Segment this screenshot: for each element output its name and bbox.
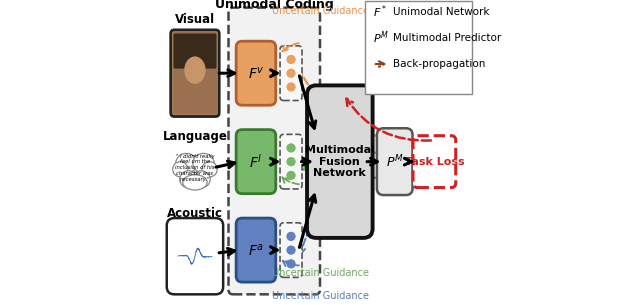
- Ellipse shape: [178, 156, 212, 186]
- Text: Accurate
Guidance: Accurate Guidance: [369, 52, 415, 73]
- Text: Multimodal Predictor: Multimodal Predictor: [392, 33, 501, 43]
- FancyBboxPatch shape: [236, 130, 276, 194]
- Ellipse shape: [176, 153, 197, 173]
- Circle shape: [286, 156, 296, 167]
- Text: Uncertain Guidance: Uncertain Guidance: [271, 6, 369, 16]
- Circle shape: [286, 54, 296, 65]
- Circle shape: [286, 68, 296, 78]
- Text: Language: Language: [163, 130, 227, 143]
- Ellipse shape: [193, 153, 214, 173]
- Circle shape: [286, 170, 296, 181]
- Text: Unimodal Network: Unimodal Network: [392, 7, 489, 17]
- Circle shape: [286, 259, 296, 269]
- FancyBboxPatch shape: [236, 41, 276, 105]
- Text: $F^a$: $F^a$: [248, 242, 264, 258]
- Text: Task Loss: Task Loss: [404, 157, 464, 167]
- Text: Acoustic: Acoustic: [167, 206, 223, 220]
- Circle shape: [286, 82, 296, 92]
- FancyBboxPatch shape: [280, 223, 302, 278]
- Text: Multimodal
Fusion
Network: Multimodal Fusion Network: [305, 145, 375, 178]
- Text: $P^M$: $P^M$: [386, 153, 404, 170]
- Ellipse shape: [180, 171, 198, 188]
- Ellipse shape: [192, 171, 210, 188]
- FancyBboxPatch shape: [365, 1, 472, 94]
- Text: Uncertain Guidance: Uncertain Guidance: [271, 268, 369, 278]
- FancyBboxPatch shape: [377, 128, 413, 195]
- FancyBboxPatch shape: [280, 135, 302, 189]
- FancyBboxPatch shape: [173, 34, 216, 69]
- Ellipse shape: [183, 175, 207, 190]
- FancyBboxPatch shape: [167, 218, 223, 294]
- Text: $F^*$: $F^*$: [372, 4, 387, 20]
- Circle shape: [286, 231, 296, 242]
- FancyBboxPatch shape: [228, 8, 320, 294]
- Ellipse shape: [202, 162, 217, 177]
- FancyBboxPatch shape: [236, 218, 276, 282]
- FancyBboxPatch shape: [280, 46, 302, 101]
- Text: Uncertain Guidance: Uncertain Guidance: [271, 292, 369, 301]
- Text: $F^v$: $F^v$: [248, 65, 264, 81]
- Text: $P^M$: $P^M$: [372, 30, 388, 46]
- Text: $F^l$: $F^l$: [249, 153, 263, 170]
- Ellipse shape: [173, 162, 188, 177]
- Text: Unimodal Coding: Unimodal Coding: [215, 0, 333, 11]
- Circle shape: [286, 245, 296, 255]
- FancyBboxPatch shape: [173, 32, 218, 115]
- FancyBboxPatch shape: [171, 30, 219, 117]
- FancyBboxPatch shape: [307, 85, 372, 238]
- Ellipse shape: [184, 56, 205, 84]
- Text: Visual: Visual: [175, 13, 215, 26]
- FancyBboxPatch shape: [413, 136, 456, 188]
- Text: " I didn't really
feel um the
inclusion of his
character was
necessary.": " I didn't really feel um the inclusion …: [175, 154, 214, 182]
- Circle shape: [286, 143, 296, 153]
- Text: Back-propagation: Back-propagation: [392, 59, 485, 69]
